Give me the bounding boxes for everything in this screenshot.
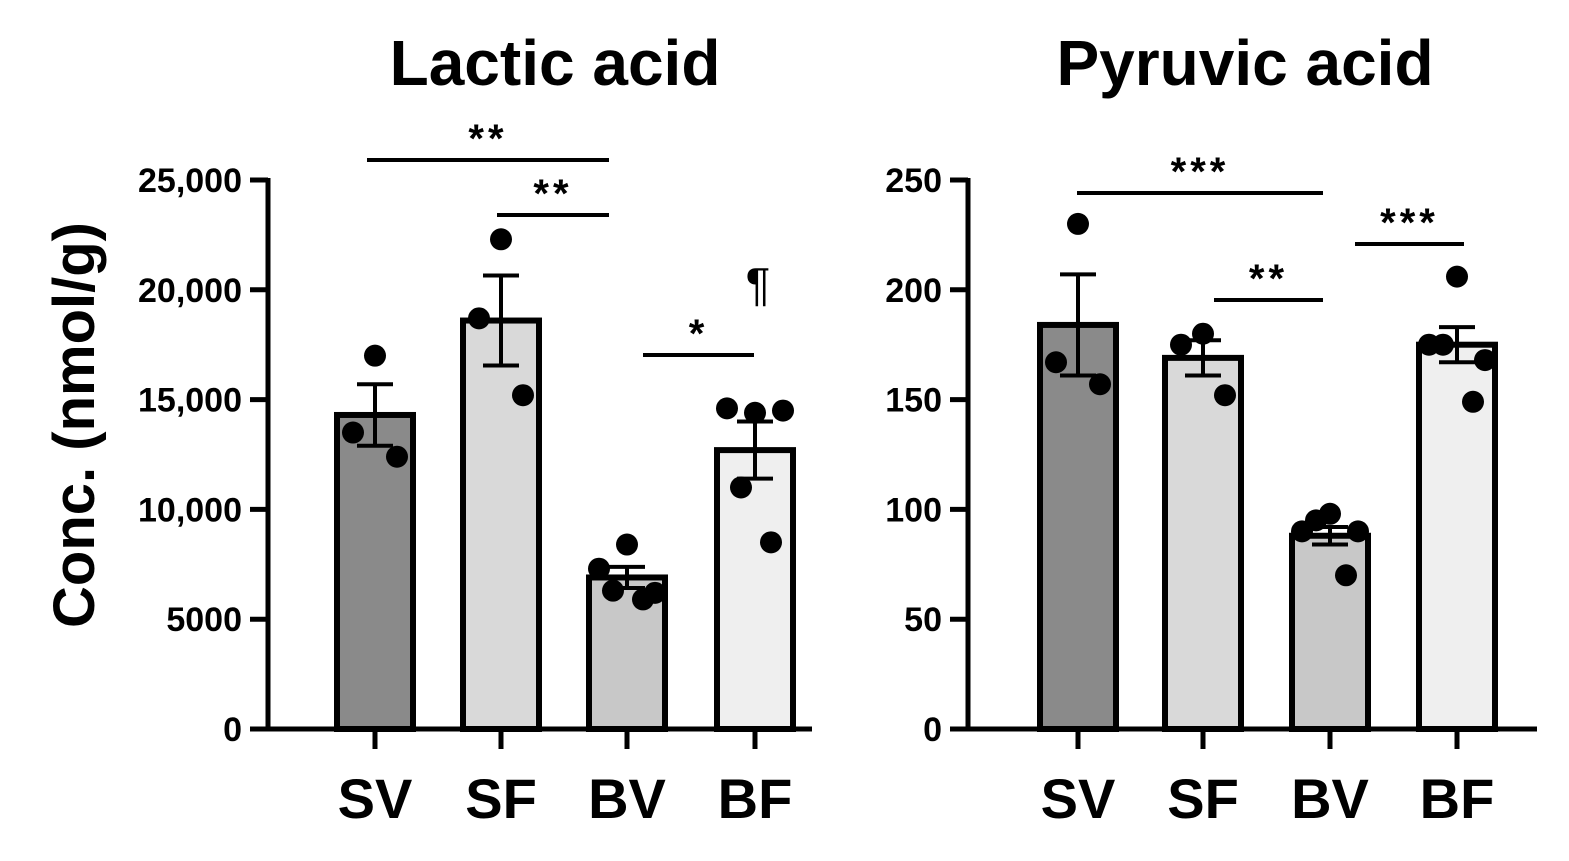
data-point [772, 399, 794, 422]
x-tick-label: SF [465, 767, 537, 830]
y-tick-label: 150 [885, 382, 942, 420]
data-point [1347, 520, 1369, 543]
x-tick-label: BF [718, 767, 793, 830]
y-tick-label: 10,000 [138, 491, 242, 529]
data-point [1305, 509, 1327, 532]
data-point [588, 557, 610, 580]
x-tick-label: SF [1167, 767, 1239, 830]
chart-panel-lactic-acid: Lactic acid Conc. (nmol/g) 0 5000 10,000 15,0… [42, 27, 812, 830]
y-tick-label: 50 [904, 601, 942, 639]
data-point [1192, 322, 1214, 345]
data-point [760, 531, 782, 554]
y-tick-label: 15,000 [138, 382, 242, 420]
y-tick-label: 20,000 [138, 272, 242, 310]
data-point [468, 307, 490, 330]
y-tick-label: 250 [885, 162, 942, 200]
y-tick-label: 100 [885, 491, 942, 529]
y-tick-label: 200 [885, 272, 942, 310]
data-point [364, 344, 386, 367]
x-tick-label: BV [588, 767, 666, 830]
data-point [1335, 564, 1357, 587]
x-tick-label: SV [1041, 767, 1116, 830]
data-point [716, 397, 738, 420]
x-tick-label: BV [1291, 767, 1369, 830]
data-point [632, 588, 654, 611]
significance-label: * [689, 312, 709, 356]
data-point [1214, 384, 1236, 407]
y-tick-label: 25,000 [138, 162, 242, 200]
annotation-mark: ¶ [746, 258, 771, 310]
chart-title: Lactic acid [390, 27, 721, 99]
bar-sf [1162, 354, 1244, 732]
data-point [1462, 390, 1484, 413]
data-point [1432, 333, 1454, 356]
chart-title: Pyruvic acid [1056, 27, 1433, 99]
bar-bv [1289, 532, 1371, 733]
data-point [1067, 212, 1089, 235]
data-point [1474, 349, 1496, 372]
significance-label: ** [468, 117, 507, 161]
y-tick-label: 0 [223, 711, 242, 749]
y-tick-label: 0 [923, 711, 942, 749]
x-tick-label: BF [1420, 767, 1495, 830]
data-point [1089, 373, 1111, 396]
data-point [602, 579, 624, 602]
bar-sf [460, 317, 542, 732]
data-point [730, 476, 752, 499]
bar-bf [714, 447, 796, 732]
y-axis-label: Conc. (nmol/g) [42, 222, 107, 628]
data-point [616, 533, 638, 556]
significance-label: ** [1249, 257, 1288, 301]
data-point [342, 421, 364, 444]
significance-label: *** [1171, 150, 1230, 194]
significance-label: ** [533, 172, 572, 216]
y-tick-label: 5000 [166, 601, 242, 639]
data-point [1446, 265, 1468, 288]
data-point [512, 384, 534, 407]
significance-label: *** [1380, 201, 1439, 245]
x-tick-label: SV [338, 767, 413, 830]
data-point [744, 401, 766, 424]
data-point [1170, 333, 1192, 356]
data-point [490, 228, 512, 251]
data-point [386, 445, 408, 468]
data-point [1045, 351, 1067, 374]
